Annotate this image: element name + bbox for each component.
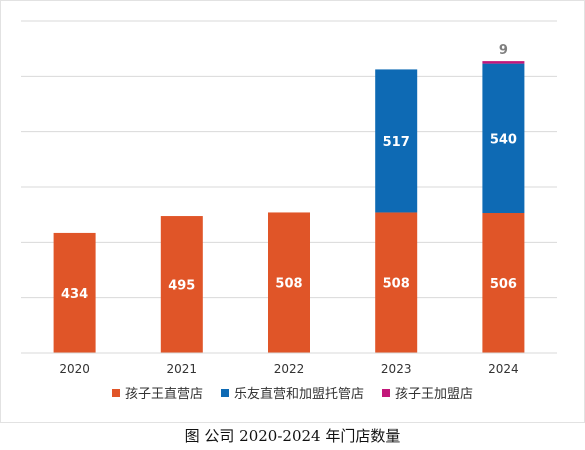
x-tick-label: 2020 bbox=[59, 362, 90, 376]
x-tick-label: 2024 bbox=[488, 362, 519, 376]
x-tick-label: 2022 bbox=[274, 362, 305, 376]
data-label: 434 bbox=[61, 287, 88, 302]
legend-swatch-franchise-stores bbox=[382, 388, 390, 397]
legend: 孩子王直营店 乐友直营和加盟托管店 孩子王加盟店 bbox=[1, 383, 584, 402]
figure-caption: 图 公司 2020-2024 年门店数量 bbox=[184, 427, 401, 445]
legend-swatch-leyou-stores bbox=[220, 388, 229, 397]
bar-segment bbox=[268, 212, 310, 353]
bar-segment bbox=[375, 212, 418, 353]
data-label: 540 bbox=[490, 132, 517, 147]
bar-segment bbox=[160, 216, 203, 353]
data-label: 495 bbox=[168, 279, 195, 294]
bar-segment bbox=[482, 61, 525, 64]
x-axis: 2020 2021 2022 2023 2024 bbox=[21, 352, 557, 376]
bar-segment bbox=[482, 63, 525, 214]
bars bbox=[53, 61, 525, 353]
legend-label-franchise-stores: 孩子王加盟店 bbox=[395, 387, 474, 402]
bar-segment bbox=[375, 69, 418, 213]
data-labels: 434 495 508 508 517 506 540 9 bbox=[61, 43, 517, 302]
bar-segment bbox=[482, 213, 525, 353]
legend-swatch-direct-stores bbox=[111, 388, 120, 397]
data-label: 506 bbox=[490, 277, 517, 292]
legend-item-direct-stores: 孩子王直营店 bbox=[111, 383, 203, 402]
legend-item-leyou-stores: 乐友直营和加盟托管店 bbox=[220, 383, 364, 402]
bar-segment bbox=[53, 232, 96, 353]
x-tick-label: 2023 bbox=[381, 362, 412, 376]
data-label: 517 bbox=[383, 135, 410, 150]
legend-item-franchise-stores: 孩子王加盟店 bbox=[382, 383, 473, 402]
data-label: 508 bbox=[383, 277, 410, 292]
data-label: 9 bbox=[499, 43, 508, 58]
chart-frame: 434 495 508 508 517 506 540 9 2020 2021 2022 2023 2… bbox=[0, 0, 585, 423]
data-label: 508 bbox=[275, 277, 302, 292]
legend-label-direct-stores: 孩子王直营店 bbox=[124, 387, 203, 402]
legend-label-leyou-stores: 乐友直营和加盟托管店 bbox=[233, 387, 364, 402]
x-tick-label: 2021 bbox=[167, 362, 198, 376]
gridlines bbox=[21, 20, 557, 299]
